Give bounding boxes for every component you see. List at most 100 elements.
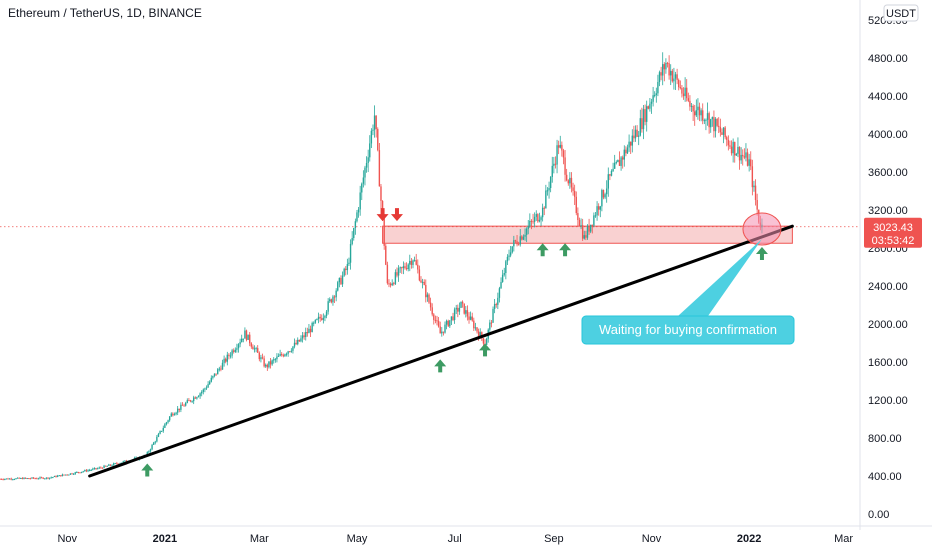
- candle-body: [175, 412, 177, 415]
- trendline-layer[interactable]: [88, 212, 794, 478]
- time-axis: Nov 2021 Mar May Jul Sep Nov 2022 Mar: [0, 525, 932, 545]
- candle-body: [305, 332, 307, 338]
- candle-body: [213, 373, 216, 376]
- target-circle[interactable]: [742, 212, 782, 246]
- candle-body: [636, 129, 638, 137]
- y-tick-label: 2000.00: [868, 319, 908, 331]
- candle-body: [90, 469, 92, 471]
- annotation-layer[interactable]: Waiting for buying confirmation: [581, 239, 795, 345]
- currency-badge: USDT: [883, 4, 919, 22]
- candle-body: [654, 95, 656, 97]
- candle-body: [692, 105, 694, 112]
- candle-body: [389, 283, 392, 286]
- candle-body: [522, 236, 525, 240]
- candle-body: [359, 192, 361, 210]
- candle-body: [250, 343, 253, 347]
- candle-body: [88, 470, 91, 472]
- candle-body: [20, 478, 22, 480]
- candle-body: [666, 62, 669, 64]
- candle-body: [383, 218, 385, 246]
- candle-body: [426, 294, 429, 298]
- candle-body: [196, 397, 198, 399]
- candle-body: [274, 359, 277, 361]
- candle-body: [554, 163, 557, 165]
- candle-body: [53, 476, 56, 478]
- candle-body: [466, 310, 469, 317]
- candle-body: [55, 476, 57, 478]
- up-arrow-shape: [434, 359, 447, 373]
- currency-label: USDT: [886, 8, 916, 20]
- candle-body: [490, 322, 493, 324]
- candle-body: [572, 187, 574, 191]
- candle-body: [442, 331, 445, 333]
- candle-body: [601, 190, 603, 207]
- candle-body: [31, 477, 33, 479]
- down-arrow-shape: [376, 208, 389, 222]
- candle-body: [730, 146, 733, 154]
- candle-body: [306, 332, 309, 334]
- candle-body: [489, 322, 491, 330]
- candle-body: [50, 477, 52, 479]
- candle-body: [378, 150, 381, 187]
- y-tick-label: 800.00: [868, 433, 902, 445]
- candle-body: [21, 478, 24, 480]
- candle-body: [151, 444, 153, 450]
- candle-body: [72, 473, 75, 475]
- candle-body: [485, 338, 488, 345]
- candle-body: [726, 137, 728, 140]
- candle-body: [604, 194, 606, 198]
- callout-box[interactable]: [581, 315, 795, 345]
- candle-body: [0, 478, 1, 480]
- candle-body: [412, 260, 414, 265]
- candle-body: [252, 346, 254, 350]
- candle-body: [750, 159, 752, 167]
- candle-body: [265, 364, 267, 367]
- candle-body: [365, 163, 368, 168]
- price-axis: 5200.004800.004400.004000.003600.003200.…: [864, 4, 922, 521]
- candle-body: [84, 470, 86, 472]
- candle-body: [500, 281, 502, 289]
- candle-body: [157, 433, 160, 437]
- candle-body: [268, 361, 270, 368]
- candle-body: [471, 316, 473, 321]
- candle-body: [176, 408, 179, 413]
- candle-body: [714, 119, 717, 132]
- candle-body: [208, 381, 211, 385]
- candle-body: [474, 327, 477, 329]
- candle-body: [621, 157, 624, 160]
- candle-body: [437, 320, 440, 327]
- candle-body: [553, 163, 555, 166]
- candle-body: [364, 167, 366, 178]
- candle-body: [218, 368, 221, 370]
- candle-body: [634, 129, 637, 139]
- candle-body: [258, 352, 261, 360]
- candle-body: [295, 342, 297, 345]
- candle-body: [377, 129, 379, 151]
- candle-body: [439, 326, 441, 334]
- candle-body: [200, 391, 203, 394]
- candle-body: [660, 72, 662, 76]
- candle-body: [708, 113, 710, 128]
- candles: [0, 52, 763, 481]
- candle-body: [340, 277, 342, 285]
- candle-body: [180, 404, 182, 410]
- candle-body: [247, 334, 249, 340]
- candle-body: [277, 355, 280, 357]
- candle-body: [545, 190, 547, 209]
- candle-body: [404, 266, 406, 269]
- candle-body: [82, 471, 84, 473]
- candle-body: [48, 477, 51, 479]
- candle-body: [34, 478, 36, 480]
- candle-body: [650, 101, 653, 104]
- candle-body: [178, 408, 180, 410]
- candle-body: [12, 479, 14, 481]
- candle-body: [56, 475, 59, 477]
- candle-body: [329, 299, 331, 302]
- trendline[interactable]: [88, 224, 794, 478]
- candle-body: [47, 477, 49, 479]
- candle-body: [173, 414, 176, 416]
- candle-body: [420, 280, 422, 283]
- candle-body: [455, 307, 457, 310]
